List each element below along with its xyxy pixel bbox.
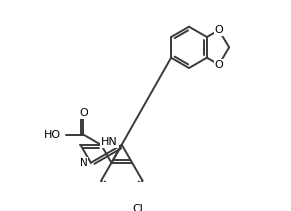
Text: HO: HO — [44, 130, 61, 139]
Text: HN: HN — [101, 137, 118, 147]
Text: O: O — [214, 60, 223, 70]
Text: Cl: Cl — [133, 204, 144, 211]
Text: O: O — [214, 25, 223, 35]
Text: N: N — [80, 158, 87, 168]
Text: O: O — [79, 108, 88, 118]
